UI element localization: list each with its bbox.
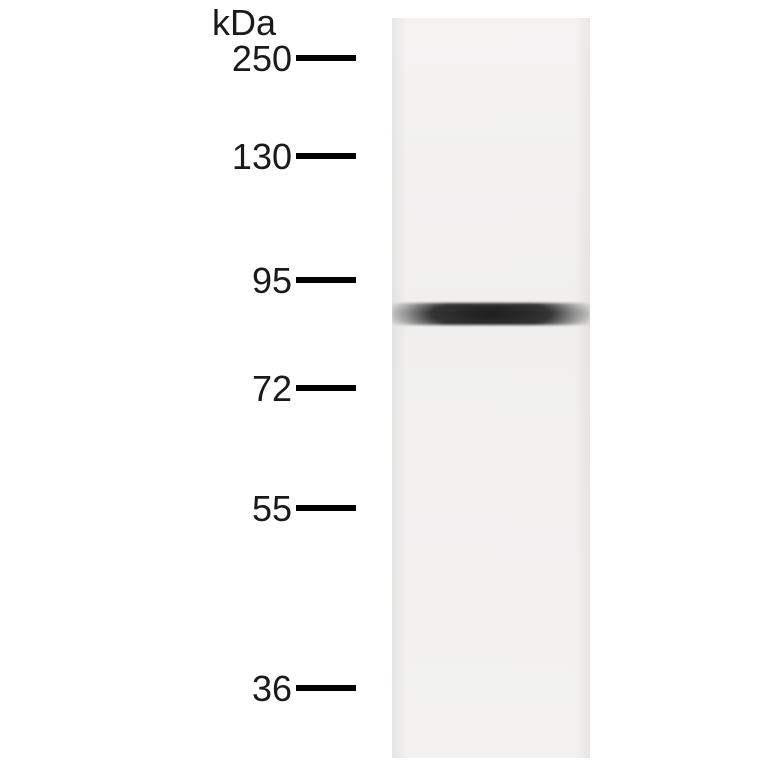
mw-label-250: 250 [0,38,292,80]
blot-lane [392,18,590,758]
mw-tick-72 [296,385,356,391]
protein-band [392,303,590,325]
mw-label-36: 36 [0,668,292,710]
mw-label-55: 55 [0,488,292,530]
mw-tick-130 [296,153,356,159]
mw-tick-36 [296,685,356,691]
mw-tick-250 [296,55,356,61]
mw-tick-95 [296,277,356,283]
mw-tick-55 [296,505,356,511]
mw-label-72: 72 [0,368,292,410]
blot-figure: kDa 25013095725536 [0,0,764,764]
mw-label-130: 130 [0,136,292,178]
mw-label-95: 95 [0,260,292,302]
